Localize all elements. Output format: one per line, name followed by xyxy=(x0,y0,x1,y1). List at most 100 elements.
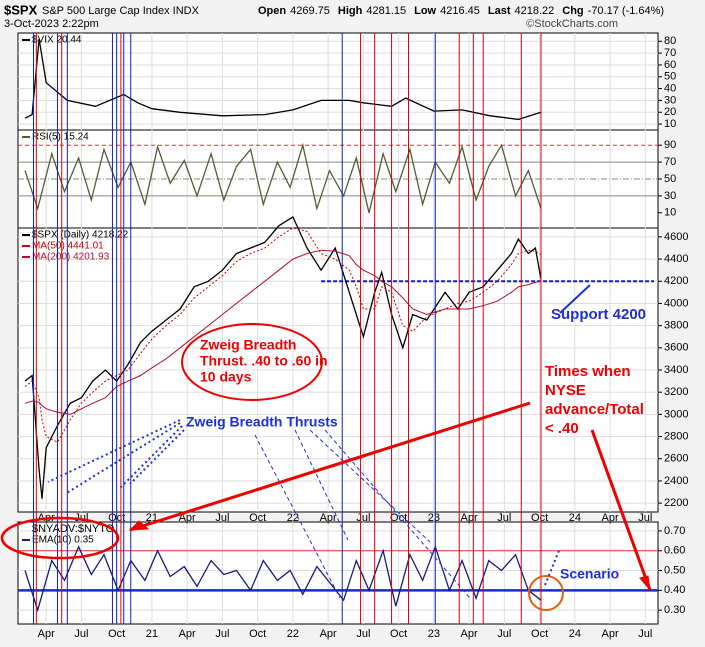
quote-label: Last xyxy=(488,5,511,17)
x-tick-label: Jul xyxy=(356,628,370,640)
panel-label: $NYADV:$NYTO xyxy=(32,523,115,535)
x-tick-label: Jul xyxy=(74,628,88,640)
x-tick-label: 23 xyxy=(428,628,440,640)
x-tick-label: Jul xyxy=(497,512,511,524)
x-tick-label: Jul xyxy=(215,512,229,524)
thrust-arrows xyxy=(254,429,471,599)
x-tick-label: 21 xyxy=(146,628,158,640)
y-tick-label: 40 xyxy=(664,83,676,95)
x-tick-label: Jul xyxy=(215,628,229,640)
series-line xyxy=(24,38,542,121)
series-line xyxy=(24,249,542,415)
y-tick-label: 50 xyxy=(664,173,676,185)
quote-value: 4216.45 xyxy=(440,5,480,17)
y-tick-label: 20 xyxy=(664,106,676,118)
x-tick-label: Oct xyxy=(531,628,548,640)
y-tick-label: 70 xyxy=(664,156,676,168)
y-tick-label: 4400 xyxy=(664,253,688,265)
x-tick-label: Jul xyxy=(356,512,370,524)
series-line xyxy=(24,227,542,443)
annotation: Zweig Breadth Thrusts xyxy=(186,414,338,430)
date: 3-Oct-2023 2:22pm xyxy=(4,18,99,30)
annotation: advance/Total xyxy=(545,401,644,418)
y-tick-label: 3000 xyxy=(664,408,688,420)
y-tick-label: 2200 xyxy=(664,497,688,509)
y-tick-label: 0.60 xyxy=(664,545,685,557)
annotation: Times when xyxy=(545,363,631,380)
panel xyxy=(17,32,659,131)
annotation: Zweig Breadth xyxy=(200,337,296,353)
y-tick-label: 0.40 xyxy=(664,584,685,596)
series-line xyxy=(24,142,542,213)
support-arrow xyxy=(559,284,591,314)
ellipse xyxy=(181,323,323,401)
y-tick-label: 80 xyxy=(664,35,676,47)
x-tick-label: Apr xyxy=(179,628,196,640)
y-tick-label: 10 xyxy=(664,118,676,130)
x-tick-label: Apr xyxy=(602,512,619,524)
y-tick-label: 3200 xyxy=(664,386,688,398)
annotation: 10 days xyxy=(200,369,252,385)
y-tick-label: 50 xyxy=(664,71,676,83)
y-tick-label: 3400 xyxy=(664,364,688,376)
x-tick-label: Jul xyxy=(638,628,652,640)
y-tick-label: 2600 xyxy=(664,453,688,465)
x-tick-label: 22 xyxy=(287,512,299,524)
y-tick-label: 30 xyxy=(664,94,676,106)
legend-label: MA(50) 4441.01 xyxy=(32,241,104,252)
legend-label: $SPX (Daily) 4218.22 xyxy=(32,230,129,241)
quote-label: Open xyxy=(258,5,286,17)
y-tick-label: 4000 xyxy=(664,297,688,309)
thrust-arrows xyxy=(47,419,185,495)
quote: Open 4269.75 High 4281.15 Low 4216.45 Last 4218… xyxy=(258,5,664,17)
y-tick-label: 30 xyxy=(664,190,676,202)
legend-label: RSI(5) 15.24 xyxy=(32,132,89,143)
y-tick-label: 70 xyxy=(664,47,676,59)
credit: ©StockCharts.com xyxy=(526,18,618,30)
x-tick-label: 24 xyxy=(569,628,581,640)
quote-label: Low xyxy=(414,5,436,17)
x-tick-label: Apr xyxy=(320,512,337,524)
x-tick-label: 24 xyxy=(569,512,581,524)
y-tick-label: 0.30 xyxy=(664,604,685,616)
y-tick-label: 4200 xyxy=(664,275,688,287)
annotation: Support 4200 xyxy=(551,306,646,323)
x-tick-label: Apr xyxy=(602,628,619,640)
y-tick-label: 3600 xyxy=(664,342,688,354)
index-name: S&P 500 Large Cap Index INDX xyxy=(42,5,200,17)
y-tick-label: 3800 xyxy=(664,320,688,332)
x-tick-label: Apr xyxy=(38,628,55,640)
y-tick-label: 2400 xyxy=(664,475,688,487)
x-tick-label: Apr xyxy=(179,512,196,524)
x-tick-label: Oct xyxy=(531,512,548,524)
quote-label: Chg xyxy=(562,5,583,17)
quote-value: -70.17 (-1.64%) xyxy=(588,5,664,17)
annotation: Scenario xyxy=(560,566,619,582)
red-arrow xyxy=(129,401,531,532)
x-tick-label: Oct xyxy=(249,628,266,640)
panel xyxy=(17,521,659,625)
y-tick-label: 0.50 xyxy=(664,564,685,576)
annotation: Thrust. .40 to .60 in xyxy=(200,353,328,369)
x-tick-label: 23 xyxy=(428,512,440,524)
quote-label: High xyxy=(338,5,363,17)
legend-label: MA(200) 4201.93 xyxy=(32,252,110,263)
quote-value: 4269.75 xyxy=(290,5,330,17)
y-tick-label: 60 xyxy=(664,59,676,71)
x-tick-label: Apr xyxy=(461,512,478,524)
x-tick-label: Oct xyxy=(108,628,125,640)
x-tick-label: Jul xyxy=(638,512,652,524)
annotation: NYSE xyxy=(545,382,586,399)
symbol: $SPX xyxy=(4,2,38,17)
decorations xyxy=(0,284,652,611)
y-tick-label: 2800 xyxy=(664,430,688,442)
quote-value: 4281.15 xyxy=(366,5,406,17)
x-tick-label: Apr xyxy=(461,628,478,640)
ellipse xyxy=(0,516,120,560)
y-tick-label: 10 xyxy=(664,207,676,219)
arrow-heads xyxy=(128,520,651,592)
scenario-arrow xyxy=(544,547,561,586)
legend-label: $VIX 20.44 xyxy=(32,35,82,46)
annotation: < .40 xyxy=(545,420,579,437)
